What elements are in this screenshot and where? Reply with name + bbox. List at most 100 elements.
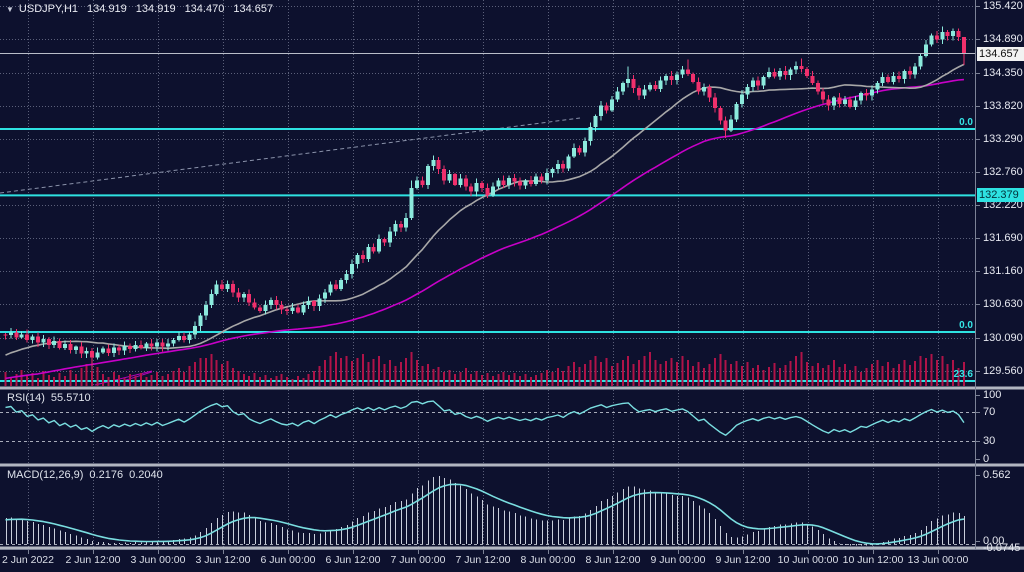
- volume-bar: [58, 373, 61, 386]
- volume-bar: [96, 367, 99, 386]
- candle-body: [436, 159, 441, 170]
- candle-body: [312, 301, 317, 307]
- candle-body: [631, 78, 636, 89]
- volume-bar: [865, 368, 868, 386]
- volume-bar: [941, 356, 944, 386]
- volume-bar: [524, 374, 527, 386]
- candle-body: [73, 346, 78, 350]
- panel-separator-rsi-macd[interactable]: [0, 463, 975, 468]
- candle-body: [810, 75, 815, 84]
- volume-bar: [675, 362, 678, 386]
- volume-bar: [118, 375, 121, 386]
- volume-bar: [638, 360, 641, 386]
- candle-body: [853, 100, 858, 107]
- price-axis-area[interactable]: [976, 0, 1024, 548]
- candle-body: [138, 344, 143, 348]
- candle-body: [745, 86, 750, 95]
- candle-body: [393, 224, 398, 232]
- volume-bar: [47, 375, 50, 386]
- candle-body: [783, 70, 788, 76]
- volume-bar: [26, 376, 29, 386]
- ohlc-close: 134.657: [233, 3, 274, 15]
- volume-bar: [594, 356, 597, 386]
- candle-body: [198, 315, 203, 327]
- volume-bar: [778, 368, 781, 386]
- candle-body: [382, 238, 387, 243]
- candle-body: [117, 347, 122, 351]
- axis-ticks: [28, 6, 980, 554]
- candle-body: [739, 94, 744, 104]
- volume-bar: [692, 366, 695, 386]
- volume-bar: [53, 377, 56, 386]
- candle-body: [761, 77, 766, 86]
- candle-body: [247, 293, 252, 303]
- volume-bar: [416, 360, 419, 386]
- candle-body: [230, 283, 235, 293]
- candle-body: [442, 169, 447, 181]
- candle-body: [3, 334, 8, 336]
- candle-body: [891, 75, 896, 82]
- candle-body: [377, 238, 382, 252]
- candle-body: [523, 180, 528, 186]
- candle-body: [555, 164, 560, 170]
- volume-bar: [930, 354, 933, 386]
- volume-bar: [708, 364, 711, 386]
- volume-bar: [253, 373, 256, 386]
- candle-body: [961, 37, 966, 54]
- candle-body: [30, 336, 35, 340]
- candle-body: [355, 255, 360, 264]
- price-panel: [0, 26, 975, 386]
- volume-bar: [475, 371, 478, 386]
- candle-body: [344, 273, 349, 281]
- volume-bar: [957, 368, 960, 386]
- candle-body: [149, 343, 154, 347]
- volume-bar: [129, 374, 132, 386]
- candle-body: [815, 83, 820, 92]
- candle-body: [875, 83, 880, 90]
- candle-body: [447, 174, 452, 181]
- volume-bar: [567, 366, 570, 386]
- candle-body: [187, 334, 192, 340]
- candle-body: [550, 169, 555, 173]
- volume-bar: [432, 369, 435, 386]
- candle-body: [79, 346, 84, 354]
- volume-bar: [816, 363, 819, 386]
- volume-bar: [497, 374, 500, 386]
- candle-body: [52, 341, 57, 345]
- candle-body: [831, 97, 836, 106]
- candle-body: [637, 88, 642, 96]
- volume-bar: [313, 371, 316, 386]
- panel-separator-main-rsi[interactable]: [0, 386, 975, 391]
- volume-bar: [291, 379, 294, 386]
- volume-bar: [221, 364, 224, 386]
- volume-bar: [269, 378, 272, 386]
- volume-bar: [356, 358, 359, 386]
- volume-bar: [789, 361, 792, 386]
- volume-bar: [215, 360, 218, 386]
- volume-bar: [237, 371, 240, 386]
- volume-bar: [20, 370, 23, 386]
- rsi-value: 55.5710: [50, 392, 91, 404]
- volume-bar: [659, 364, 662, 386]
- volume-bar: [264, 375, 267, 386]
- candle-body: [804, 68, 809, 76]
- volume-bar: [459, 372, 462, 386]
- volume-bar: [546, 370, 548, 386]
- symbol-dropdown-caret[interactable]: ▼: [6, 5, 14, 14]
- candle-body: [360, 255, 365, 259]
- volume-bar: [112, 372, 115, 386]
- time-axis-area[interactable]: [0, 549, 1024, 572]
- separator-rsi-macd: [0, 463, 1024, 467]
- candle-body: [842, 99, 847, 104]
- candle-body: [821, 91, 826, 100]
- candle-body: [171, 339, 176, 344]
- volume-bar: [318, 366, 321, 386]
- candle-body: [469, 186, 474, 192]
- candle-body: [258, 307, 263, 312]
- volume-bar: [15, 374, 18, 386]
- candle-body: [165, 343, 170, 347]
- candle-body: [696, 81, 701, 92]
- volume-bar: [426, 364, 429, 386]
- volume-bar: [388, 360, 391, 386]
